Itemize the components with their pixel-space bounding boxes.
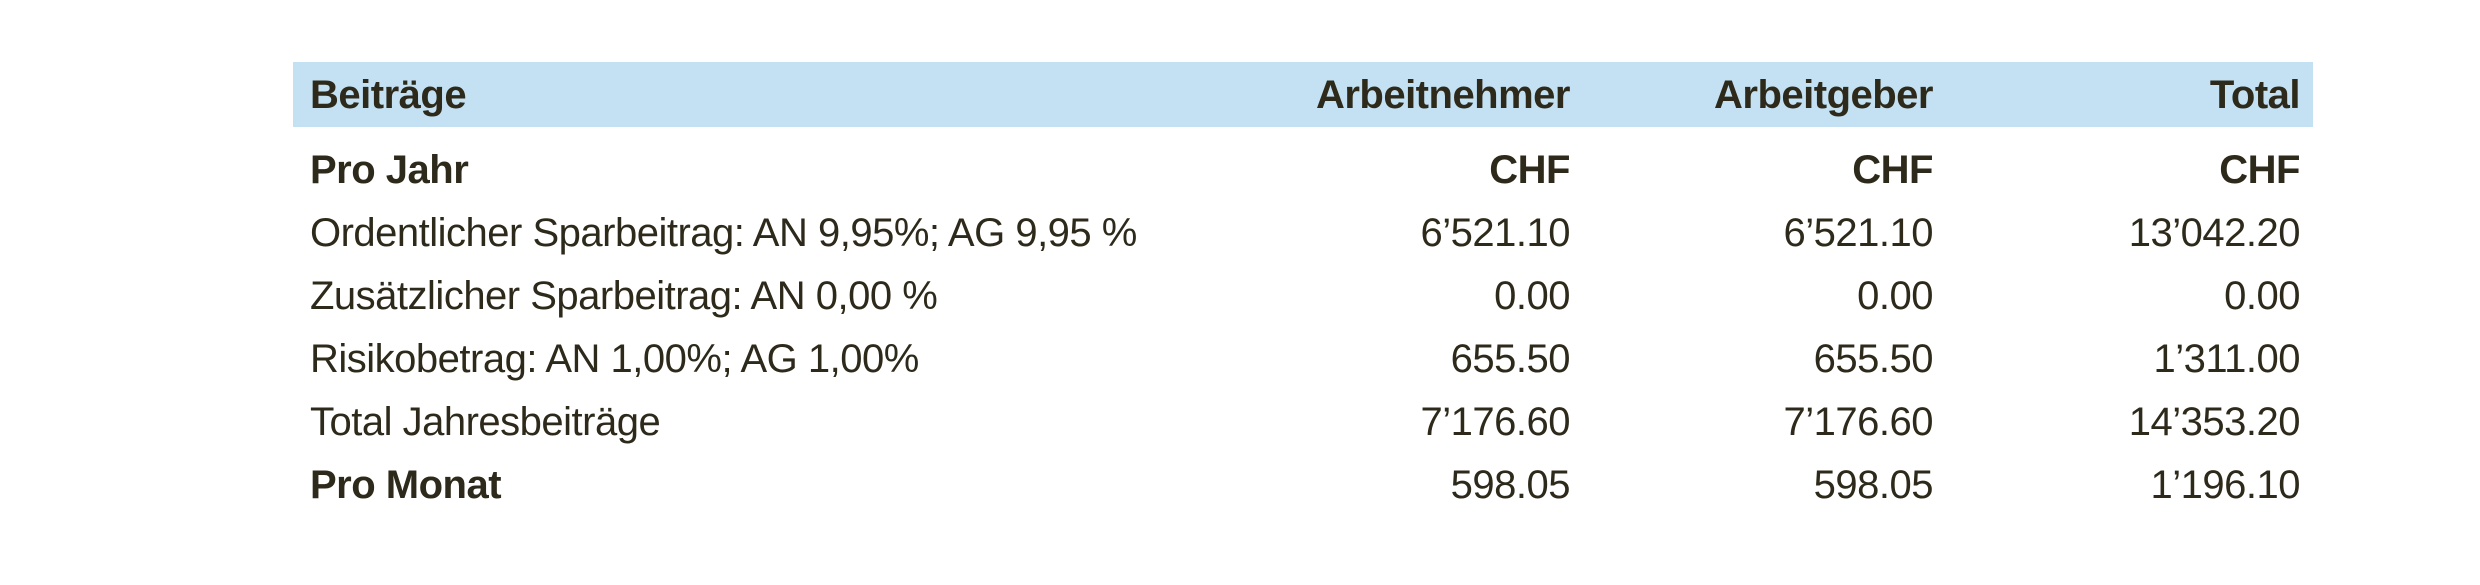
cell-arbeitgeber: CHF: [1852, 147, 1933, 192]
cell-total: 1’311.00: [2153, 336, 2300, 381]
table-row-pro-monat: Pro Monat 598.05 598.05 1’196.10: [293, 453, 2313, 516]
row-label: Ordentlicher Sparbeitrag: AN 9,95%; AG 9…: [310, 210, 1137, 255]
header-cell-arbeitnehmer: Arbeitnehmer: [1315, 72, 1571, 117]
cell-arbeitnehmer: 655.50: [1450, 336, 1571, 381]
table-body: Pro Jahr CHF CHF CHF Ordentlicher Sparbe…: [293, 138, 2313, 516]
header-cell-total: Total: [2209, 72, 2301, 117]
header-cell-arbeitgeber: Arbeitgeber: [1714, 72, 1934, 117]
cell-total: 14’353.20: [2128, 399, 2301, 444]
cell-arbeitgeber: 0.00: [1857, 273, 1933, 318]
table-row-total-jahresbeitraege: Total Jahresbeiträge 7’176.60 7’176.60 1…: [293, 390, 2313, 453]
cell-arbeitnehmer: 0.00: [1494, 273, 1570, 318]
cell-arbeitgeber: 6’521.10: [1783, 210, 1934, 255]
row-label: Pro Jahr: [310, 147, 469, 192]
cell-total: 1’196.10: [2150, 462, 2301, 507]
cell-arbeitnehmer: 7’176.60: [1420, 399, 1571, 444]
row-label: Total Jahresbeiträge: [310, 399, 661, 444]
row-label: Zusätzlicher Sparbeitrag: AN 0,00 %: [310, 273, 938, 318]
table-header-row: Beiträge Arbeitnehmer Arbeitgeber Total: [293, 62, 2313, 127]
cell-total: CHF: [2219, 147, 2300, 192]
cell-arbeitgeber: 655.50: [1813, 336, 1934, 381]
cell-arbeitnehmer: 598.05: [1450, 462, 1571, 507]
cell-arbeitgeber: 7’176.60: [1783, 399, 1934, 444]
header-cell-beitraege: Beiträge: [310, 72, 467, 117]
cell-total: 0.00: [2224, 273, 2300, 318]
cell-arbeitgeber: 598.05: [1813, 462, 1934, 507]
table-row-zusaetzlicher-sparbeitrag: Zusätzlicher Sparbeitrag: AN 0,00 % 0.00…: [293, 264, 2313, 327]
row-label: Risikobetrag: AN 1,00%; AG 1,00%: [310, 336, 919, 381]
table-row-ordentlicher-sparbeitrag: Ordentlicher Sparbeitrag: AN 9,95%; AG 9…: [293, 201, 2313, 264]
row-label: Pro Monat: [310, 462, 502, 507]
table-row-pro-jahr: Pro Jahr CHF CHF CHF: [293, 138, 2313, 201]
table-row-risikobetrag: Risikobetrag: AN 1,00%; AG 1,00% 655.50 …: [293, 327, 2313, 390]
cell-arbeitnehmer: CHF: [1489, 147, 1570, 192]
cell-arbeitnehmer: 6’521.10: [1420, 210, 1571, 255]
contributions-table: Beiträge Arbeitnehmer Arbeitgeber Total …: [293, 62, 2313, 516]
cell-total: 13’042.20: [2128, 210, 2301, 255]
